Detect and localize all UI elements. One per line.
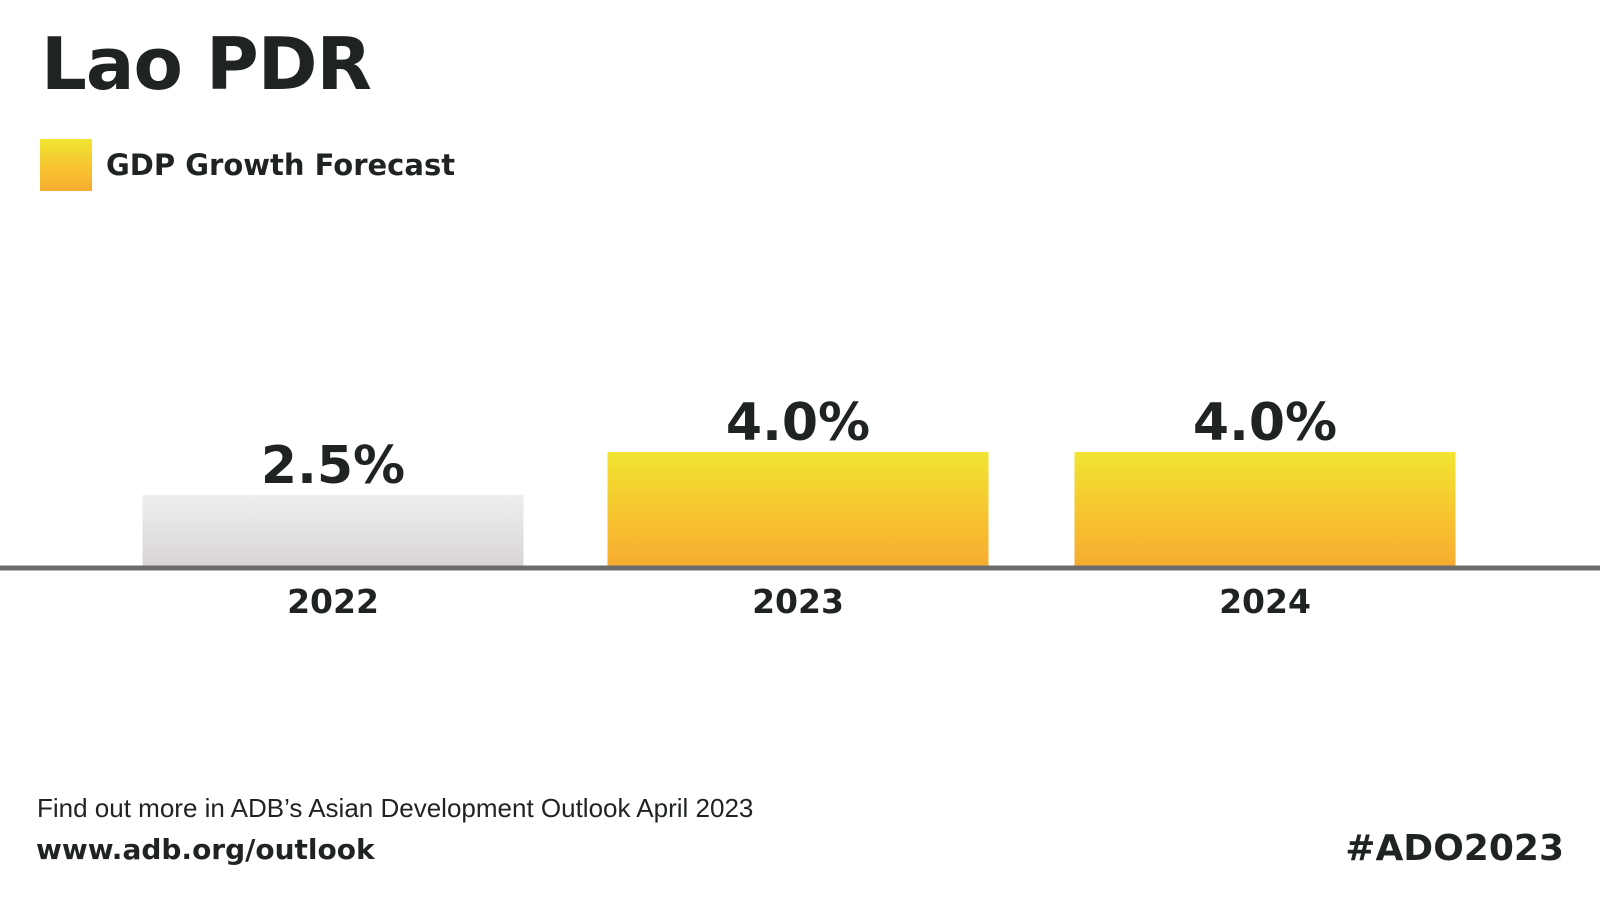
value-label-2022: 2.5%	[261, 436, 405, 496]
legend: GDP Growth Forecast	[40, 139, 455, 191]
x-tick-label-2023: 2023	[752, 582, 844, 621]
legend-label: GDP Growth Forecast	[106, 148, 456, 182]
bar-2024	[1074, 452, 1456, 566]
legend-swatch	[40, 139, 92, 191]
value-label-2023: 4.0%	[726, 393, 870, 453]
footer-note: Find out more in ADB’s Asian Development…	[37, 793, 754, 823]
footer-hashtag: #ADO2023	[1345, 828, 1564, 869]
bar-2022	[142, 494, 524, 566]
footer-url[interactable]: www.adb.org/outlook	[36, 833, 375, 866]
chart-title: Lao PDR	[41, 22, 372, 106]
x-tick-label-2022: 2022	[287, 582, 379, 621]
value-label-2024: 4.0%	[1193, 393, 1337, 453]
bar-2023	[607, 452, 989, 566]
x-tick-label-2024: 2024	[1219, 582, 1311, 621]
